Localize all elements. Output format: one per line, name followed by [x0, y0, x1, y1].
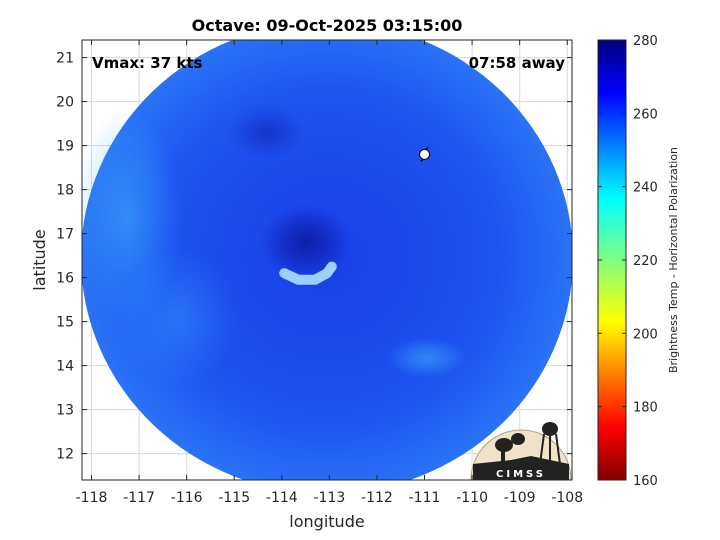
x-axis-ticks: -118 -117 -116 -115 -114 -113 -112 -111 -110 -109…	[76, 40, 583, 506]
x-tick-label: -112	[361, 490, 393, 506]
logo-text: CIMSS	[496, 469, 546, 480]
y-tick-label: 20	[56, 95, 74, 111]
colorbar-tick-label: 220	[633, 254, 658, 269]
logo-tower-tank-icon	[542, 422, 558, 436]
x-tick-label: -108	[551, 490, 583, 506]
colorbar-ticks: 280 260 240 220 200 180 160	[598, 34, 658, 489]
colorbar-tick-label: 200	[633, 327, 658, 342]
x-tick-label: -116	[171, 490, 203, 506]
y-axis-ticks: 12 13 14 15 16 17 18 19 20 21	[56, 51, 572, 463]
warm-band-feature	[279, 261, 337, 285]
cimss-logo: CIMSS	[470, 422, 572, 481]
y-tick-label: 13	[56, 403, 74, 419]
y-axis-label: latitude	[30, 229, 49, 290]
chart-title: Octave: 09-Oct-2025 03:15:00	[192, 16, 463, 35]
y-tick-label: 12	[56, 447, 74, 463]
x-tick-label: -110	[456, 490, 488, 506]
cold-patch-feature	[227, 104, 307, 161]
colorbar-tick-label: 180	[633, 401, 658, 416]
x-tick-label: -113	[313, 490, 345, 506]
logo-dish-stand	[501, 450, 505, 464]
vmax-annotation: Vmax: 37 kts	[92, 54, 202, 72]
colorbar-tick-label: 160	[633, 474, 658, 489]
cyan-band-feature	[117, 247, 237, 388]
x-tick-label: -109	[504, 490, 536, 506]
x-tick-label: -117	[123, 490, 155, 506]
x-tick-label: -114	[266, 490, 298, 506]
colorbar	[597, 39, 627, 481]
storm-center-feature	[260, 204, 351, 281]
axes-box	[81, 39, 573, 481]
colorbar-tick-label: 280	[633, 34, 658, 49]
swath-features	[82, 104, 467, 388]
logo-building-icon	[473, 456, 569, 480]
y-tick-label: 21	[56, 51, 74, 67]
logo-dish-icon	[495, 438, 513, 452]
colorbar-tick-label: 260	[633, 107, 658, 122]
y-tick-label: 19	[56, 139, 74, 155]
time-away-annotation: 07:58 away	[469, 54, 566, 72]
logo-tower-leg	[555, 433, 561, 465]
cyan-patch-feature	[387, 337, 467, 378]
y-tick-label: 14	[56, 359, 74, 375]
y-tick-label: 17	[56, 227, 74, 243]
colorbar-tick-label: 240	[633, 181, 658, 196]
y-tick-label: 18	[56, 183, 74, 199]
x-tick-label: -118	[76, 490, 108, 506]
y-tick-label: 16	[56, 271, 74, 287]
colorbar-label: Brightness Temp - Horizontal Polarizatio…	[667, 147, 680, 373]
logo-dish-small-icon	[511, 433, 525, 445]
x-tick-label: -111	[409, 490, 441, 506]
x-axis-label: longitude	[289, 512, 364, 531]
y-tick-label: 15	[56, 315, 74, 331]
x-tick-label: -115	[218, 490, 250, 506]
track-marker-icon	[419, 146, 431, 162]
